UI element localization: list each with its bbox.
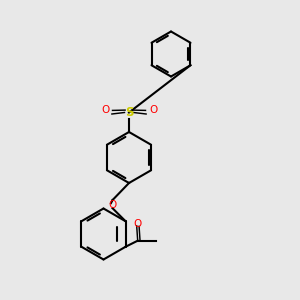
Text: O: O — [101, 105, 109, 115]
Text: O: O — [108, 200, 117, 210]
Text: O: O — [149, 105, 157, 115]
Text: S: S — [125, 106, 133, 119]
Text: O: O — [134, 219, 142, 229]
